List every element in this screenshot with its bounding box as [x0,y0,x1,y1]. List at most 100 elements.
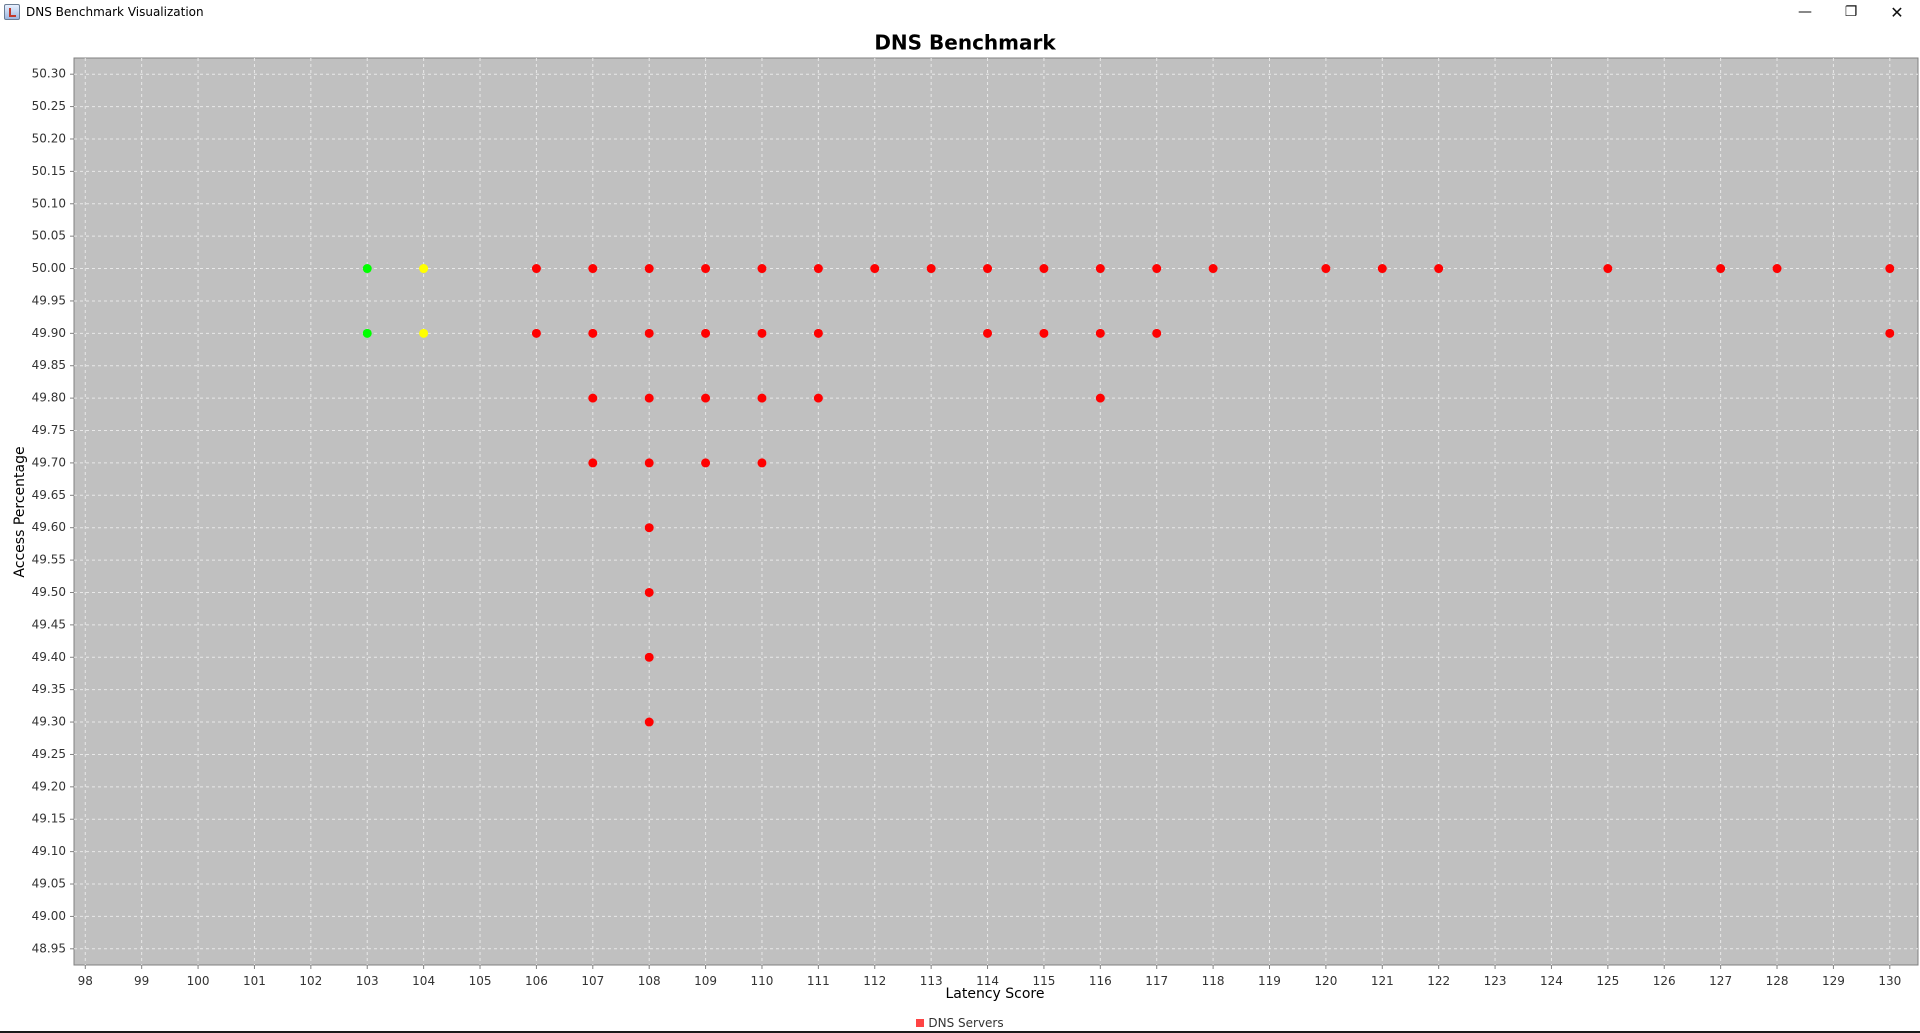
y-tick-label: 49.60 [32,520,66,534]
data-point [644,717,654,727]
x-tick-label: 114 [976,974,999,988]
x-tick-label: 128 [1766,974,1789,988]
y-tick-label: 49.40 [32,650,66,664]
y-tick-label: 49.75 [32,423,66,437]
x-tick-label: 100 [187,974,210,988]
x-tick-label: 127 [1709,974,1732,988]
restore-button[interactable]: ❐ [1844,4,1858,20]
x-tick-label: 101 [243,974,266,988]
y-tick-label: 49.95 [32,293,66,307]
y-tick-label: 49.70 [32,455,66,469]
y-tick-label: 50.05 [32,229,66,243]
data-point [362,264,372,274]
data-point [588,458,598,468]
y-tick-label: 49.00 [32,909,66,923]
data-point [644,523,654,533]
x-tick-label: 113 [920,974,943,988]
x-tick-label: 124 [1540,974,1563,988]
data-point [362,328,372,338]
y-tick-label: 49.50 [32,585,66,599]
java-app-icon [4,4,20,20]
window-controls: — ❐ ✕ [1782,0,1920,24]
y-tick-label: 50.30 [32,67,66,81]
data-point [588,393,598,403]
x-tick-label: 99 [134,974,149,988]
data-point [701,393,711,403]
data-point [701,264,711,274]
data-point [1772,264,1782,274]
x-axis: 98 99 100 101 102 103 104 105 106 107 108 109 110 111… [78,965,1901,988]
y-tick-label: 49.80 [32,391,66,405]
x-tick-label: 110 [751,974,774,988]
data-point [701,328,711,338]
data-point [1152,328,1162,338]
data-point [419,264,429,274]
y-tick-label: 50.25 [32,99,66,113]
x-tick-label: 111 [807,974,830,988]
legend-label: DNS Servers [928,1016,1004,1030]
data-point [1208,264,1218,274]
data-point [1095,328,1105,338]
scatter-chart: DNS Benchmark 50.3050.2550.2050.1550.105… [12,31,1919,1002]
data-points [362,264,1895,727]
x-tick-label: 112 [863,974,886,988]
close-button[interactable]: ✕ [1890,2,1904,22]
legend-swatch [916,1019,925,1027]
x-tick-label: 116 [1089,974,1112,988]
x-tick-label: 104 [412,974,435,988]
x-tick-label: 117 [1145,974,1168,988]
data-point [813,328,823,338]
data-point [1885,328,1895,338]
x-tick-label: 105 [469,974,492,988]
data-point [1716,264,1726,274]
data-point [1152,264,1162,274]
data-point [870,264,880,274]
data-point [644,587,654,597]
window-title: DNS Benchmark Visualization [26,5,204,19]
x-tick-label: 106 [525,974,548,988]
data-point [1095,264,1105,274]
x-tick-label: 115 [1032,974,1055,988]
data-point [1434,264,1444,274]
x-tick-label: 107 [581,974,604,988]
y-tick-label: 49.30 [32,715,66,729]
data-point [644,328,654,338]
data-point [701,458,711,468]
y-tick-label: 50.10 [32,196,66,210]
data-point [1039,264,1049,274]
x-tick-label: 118 [1202,974,1225,988]
y-tick-label: 49.05 [32,877,66,891]
data-point [757,458,767,468]
data-point [588,328,598,338]
plot-area [73,57,1919,966]
y-tick-label: 49.55 [32,553,66,567]
data-point [644,264,654,274]
data-point [813,264,823,274]
y-tick-label: 49.90 [32,326,66,340]
x-tick-label: 121 [1371,974,1394,988]
data-point [644,652,654,662]
data-point [644,458,654,468]
y-tick-label: 50.00 [32,261,66,275]
data-point [926,264,936,274]
y-tick-label: 49.10 [32,844,66,858]
minimize-button[interactable]: — [1798,4,1812,20]
y-tick-label: 49.65 [32,488,66,502]
x-tick-label: 123 [1484,974,1507,988]
data-point [1321,264,1331,274]
data-point [588,264,598,274]
window-titlebar[interactable]: DNS Benchmark Visualization — ❐ ✕ [0,0,1920,24]
chart-panel: DNS Benchmark 50.30 50.25 50.20 50.15 50.10 5… [0,24,1920,1033]
x-tick-label: 109 [694,974,717,988]
x-tick-label: 120 [1314,974,1337,988]
x-tick-label: 103 [356,974,379,988]
y-axis: 50.30 50.25 50.20 50.15 50.10 50.05 50.00 49.95… [32,67,74,955]
x-tick-label: 102 [299,974,322,988]
y-tick-label: 48.95 [32,941,66,955]
x-tick-label: 122 [1427,974,1450,988]
x-tick-label: 119 [1258,974,1281,988]
data-point [531,328,541,338]
y-tick-label: 49.45 [32,617,66,631]
data-point [1603,264,1613,274]
data-point [419,328,429,338]
